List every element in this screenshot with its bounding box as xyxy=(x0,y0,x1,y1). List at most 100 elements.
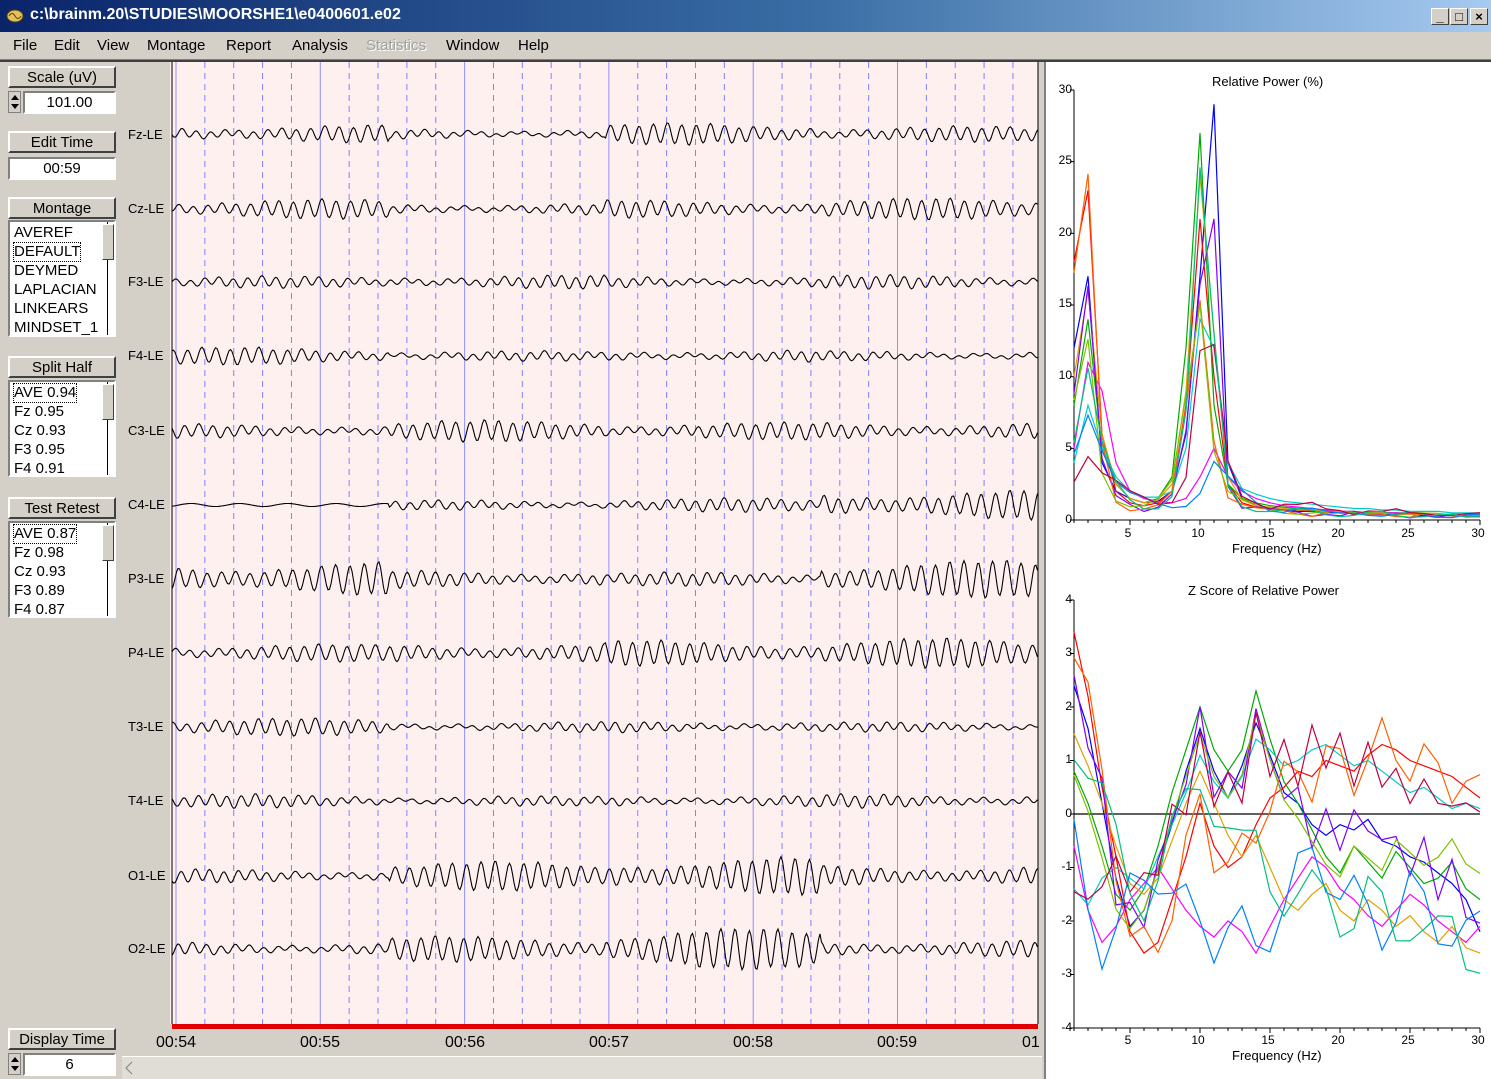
edit-time-input[interactable]: 00:59 xyxy=(8,157,116,180)
x-tick: 10 xyxy=(1191,526,1205,540)
spectrum-series-line xyxy=(1073,304,1481,517)
scroll-left-icon[interactable] xyxy=(124,1061,134,1075)
list-item-selected[interactable]: AVE 0.87 xyxy=(12,524,78,544)
x-tick: 30 xyxy=(1471,526,1485,540)
y-tick: -1 xyxy=(1061,859,1072,873)
channel-label: O1-LE xyxy=(128,868,166,883)
scale-input[interactable]: 101.00 xyxy=(23,91,116,114)
menu-file[interactable]: File xyxy=(13,37,38,54)
list-item[interactable]: F4 0.91 xyxy=(14,460,65,477)
window-title: c:\brainm.20\STUDIES\MOORSHE1\e0400601.e… xyxy=(30,6,401,23)
list-item[interactable]: Fz 0.95 xyxy=(14,403,65,420)
list-item[interactable]: F3 0.89 xyxy=(14,582,65,599)
eeg-trace xyxy=(171,637,1039,670)
y-tick: -4 xyxy=(1061,1020,1072,1034)
test-retest-scrollbar[interactable] xyxy=(102,523,114,616)
montage-list[interactable]: AVEREF DEFAULT DEYMED LAPLACIAN LINKEARS… xyxy=(8,220,116,337)
montage-button[interactable]: Montage xyxy=(8,197,116,219)
menu-analysis[interactable]: Analysis xyxy=(292,37,348,54)
list-item[interactable]: LAPLACIAN xyxy=(14,281,97,298)
y-tick: 25 xyxy=(1058,153,1072,167)
close-button[interactable]: × xyxy=(1470,8,1488,25)
x-axis-label: Frequency (Hz) xyxy=(1232,541,1322,556)
menu-edit[interactable]: Edit xyxy=(54,37,80,54)
edit-time-button[interactable]: Edit Time xyxy=(8,131,116,153)
montage-scrollbar[interactable] xyxy=(102,222,114,335)
y-tick: 5 xyxy=(1065,440,1072,454)
eeg-traces[interactable] xyxy=(0,0,1044,1079)
menu-view[interactable]: View xyxy=(97,37,130,54)
list-item[interactable]: Cz 0.93 xyxy=(14,563,66,580)
eeg-trace xyxy=(171,122,1038,146)
spectrum-series-line xyxy=(1073,631,1481,954)
spectrum-series-line xyxy=(1073,175,1480,517)
eeg-trace xyxy=(171,855,1038,897)
split-half-button[interactable]: Split Half xyxy=(8,356,116,378)
split-half-list[interactable]: AVE 0.94 Fz 0.95 Cz 0.93 F3 0.95 F4 0.91 xyxy=(8,380,116,477)
y-tick: 15 xyxy=(1058,296,1072,310)
test-retest-list[interactable]: AVE 0.87 Fz 0.98 Cz 0.93 F3 0.89 F4 0.87 xyxy=(8,521,116,618)
menu-report[interactable]: Report xyxy=(226,37,272,54)
y-tick: -2 xyxy=(1061,913,1072,927)
spectrum-series-line xyxy=(1073,819,1481,972)
y-tick: 20 xyxy=(1058,225,1072,239)
spin-up-icon[interactable] xyxy=(11,95,19,100)
y-tick: -3 xyxy=(1061,966,1072,980)
display-time-button[interactable]: Display Time xyxy=(8,1028,116,1050)
list-item[interactable]: F4 0.87 xyxy=(14,601,65,618)
edit-time-marker-bar[interactable] xyxy=(172,1024,1038,1029)
channel-label: T4-LE xyxy=(128,793,164,808)
spectrum-series-line xyxy=(1073,360,1480,515)
time-scrollbar[interactable] xyxy=(122,1056,1068,1079)
list-item[interactable]: Fz 0.98 xyxy=(14,544,65,561)
spin-down-icon[interactable] xyxy=(11,104,19,109)
split-half-scrollbar[interactable] xyxy=(102,382,114,475)
list-item[interactable]: F3 0.95 xyxy=(14,441,65,458)
spectrum-series-line xyxy=(1073,674,1481,930)
eeg-trace xyxy=(171,273,1038,290)
menu-montage[interactable]: Montage xyxy=(147,37,206,54)
spectrum-series-line xyxy=(1073,104,1480,517)
list-item-selected[interactable]: AVE 0.94 xyxy=(12,383,78,403)
eeg-trace xyxy=(171,559,1039,600)
channel-label: Fz-LE xyxy=(128,127,163,142)
spectra-panel: Relative Power (%) 30 25 20 15 10 5 0 5 … xyxy=(1044,62,1491,1079)
maximize-button[interactable]: □ xyxy=(1450,8,1468,25)
x-tick: 5 xyxy=(1124,526,1132,540)
menu-help[interactable]: Help xyxy=(518,37,549,54)
minimize-button[interactable]: _ xyxy=(1431,8,1449,25)
menu-separator xyxy=(0,60,1491,62)
list-item[interactable]: AVEREF xyxy=(14,224,73,241)
spin-up-icon[interactable] xyxy=(11,1057,19,1062)
x-tick: 15 xyxy=(1261,526,1275,540)
list-item[interactable]: MINDSET_1 xyxy=(14,319,99,336)
y-tick: 10 xyxy=(1058,368,1072,382)
list-item-selected[interactable]: DEFAULT xyxy=(12,242,82,262)
x-tick: 30 xyxy=(1471,1033,1485,1047)
display-time-input[interactable]: 6 xyxy=(23,1053,116,1076)
spectrum-series-line xyxy=(1073,173,1481,518)
list-item[interactable]: Cz 0.93 xyxy=(14,422,66,439)
spectrum-series-line xyxy=(1073,190,1480,515)
spectrum-series-line xyxy=(1073,711,1481,930)
list-item[interactable]: DEYMED xyxy=(14,262,79,279)
time-label: 00:54 xyxy=(156,1034,197,1051)
spectrum-series-line xyxy=(1073,132,1480,515)
eeg-trace xyxy=(171,717,1038,737)
list-item[interactable]: LINKEARS xyxy=(14,300,89,317)
spectrum-series-line xyxy=(1073,317,1480,514)
scale-button[interactable]: Scale (uV) xyxy=(8,66,116,88)
channel-label: P3-LE xyxy=(128,571,165,586)
display-time-spinner[interactable] xyxy=(8,1053,21,1075)
spin-down-icon[interactable] xyxy=(11,1066,19,1071)
eeg-trace xyxy=(171,792,1038,809)
scale-spinner[interactable] xyxy=(8,91,21,113)
title-bar: c:\brainm.20\STUDIES\MOORSHE1\e0400601.e… xyxy=(0,0,1491,32)
y-tick: 2 xyxy=(1065,699,1072,713)
x-tick: 25 xyxy=(1401,1033,1415,1047)
y-tick: 4 xyxy=(1065,592,1072,606)
test-retest-button[interactable]: Test Retest xyxy=(8,497,116,519)
menu-window[interactable]: Window xyxy=(446,37,500,54)
eeg-trace xyxy=(171,346,1038,366)
spectrum-series-line xyxy=(1073,712,1481,900)
